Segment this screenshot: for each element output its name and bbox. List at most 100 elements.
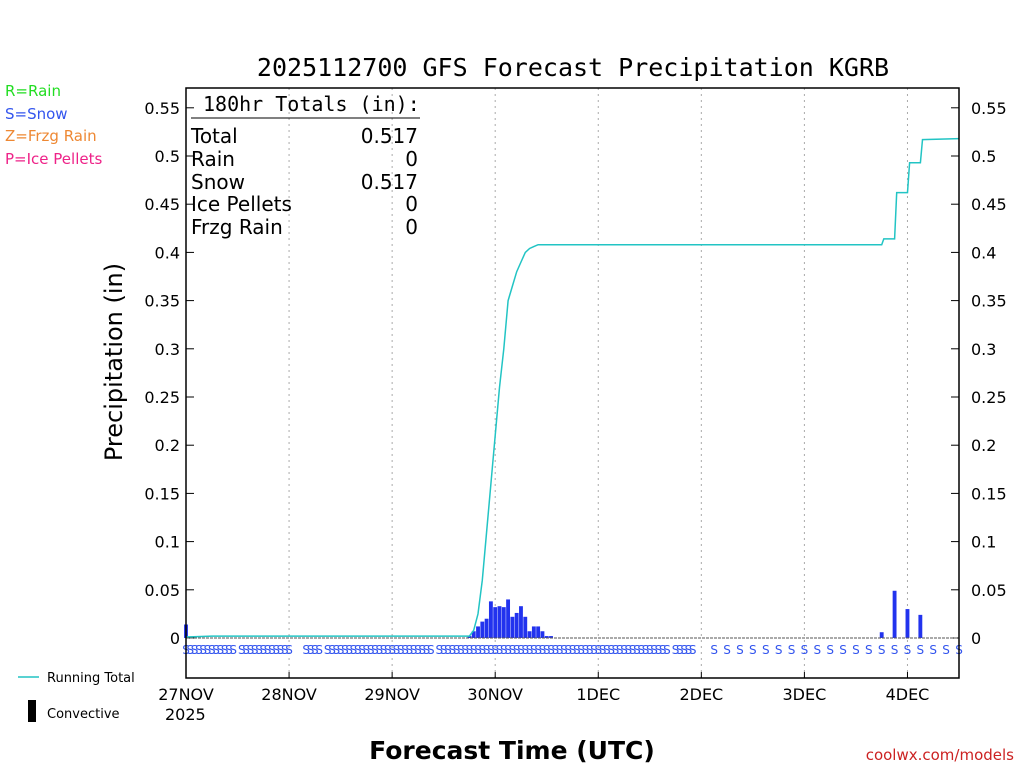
ptype-symbol-snow: S <box>539 643 547 657</box>
ptype-symbol-snow: S <box>277 643 285 657</box>
ptype-symbol-snow: S <box>397 643 405 657</box>
ptype-symbol-snow: S <box>594 643 602 657</box>
ptype-symbol-snow: S <box>204 643 212 657</box>
ptype-symbol-snow: S <box>199 643 207 657</box>
ptype-symbol-snow: S <box>775 643 783 657</box>
ptype-symbol-snow: S <box>212 643 220 657</box>
ptype-symbol-snow: S <box>543 643 551 657</box>
y-tick-label-left: 0.05 <box>144 581 180 600</box>
ptype-symbol-snow: S <box>195 643 203 657</box>
ptype-symbol-snow: S <box>229 643 237 657</box>
ptype-symbol-snow: S <box>461 643 469 657</box>
ptype-symbol-snow: S <box>839 643 847 657</box>
precip-bar <box>905 609 910 638</box>
ptype-symbol-snow: S <box>680 643 688 657</box>
ptype-symbol-snow: S <box>466 643 474 657</box>
ptype-symbol-snow: S <box>852 643 860 657</box>
y-axis-ticks: 0 00.05 0.050.1 0.10.15 0.150.2 0.20.25 0.250.… <box>144 99 1006 648</box>
ptype-symbol-snow: S <box>672 643 680 657</box>
y-tick-label-left: 0.35 <box>144 292 180 311</box>
ptype-symbol-snow: S <box>590 643 598 657</box>
y-tick-label-right: 0 <box>971 629 981 648</box>
ptype-symbol-snow: S <box>513 643 521 657</box>
totals-label-frzg-rain: Frzg Rain <box>191 215 283 239</box>
ptype-symbol-snow: S <box>371 643 379 657</box>
y-tick-label-right: 0.4 <box>971 243 996 262</box>
ptype-symbol-snow: S <box>749 643 757 657</box>
running-total-line <box>185 137 960 638</box>
ptype-symbol-snow: S <box>440 643 448 657</box>
ptype-symbol-snow: S <box>341 643 349 657</box>
ptype-symbol-snow: S <box>375 643 383 657</box>
ptype-symbol-snow: S <box>603 643 611 657</box>
ptype-symbol-snow: S <box>556 643 564 657</box>
ptype-symbol-snow: S <box>238 643 246 657</box>
ptype-symbol-snow: S <box>650 643 658 657</box>
precip-bar <box>523 616 528 638</box>
ptype-symbol-snow: S <box>633 643 641 657</box>
ptype-symbol-snow: S <box>878 643 886 657</box>
ptype-symbol-snow: S <box>191 643 199 657</box>
ptype-symbol-snow: S <box>646 643 654 657</box>
precip-bar <box>918 614 923 638</box>
ptype-symbol-snow: S <box>723 643 731 657</box>
y-tick-label-left: 0.3 <box>155 340 180 359</box>
ptype-symbol-snow: S <box>444 643 452 657</box>
ptype-symbol-snow: S <box>573 643 581 657</box>
ptype-symbol-snow: S <box>564 643 572 657</box>
ptype-symbol-snow: S <box>324 643 332 657</box>
ptype-symbol-snow: S <box>491 643 499 657</box>
ptype-symbol-snow: S <box>337 643 345 657</box>
running-total-legend-label: Running Total <box>47 671 135 686</box>
ptype-symbol-snow: S <box>599 643 607 657</box>
ptype-symbol-snow: S <box>272 643 280 657</box>
ptype-symbol-snow: S <box>620 643 628 657</box>
ptype-symbol-snow: S <box>410 643 418 657</box>
site-credit: coolwx.com/models <box>866 746 1014 764</box>
ptype-symbol-snow: S <box>405 643 413 657</box>
ptype-symbol-snow: S <box>547 643 555 657</box>
ptype-symbol-snow: S <box>427 643 435 657</box>
ptype-symbol-snow: S <box>826 643 834 657</box>
ptype-symbol-snow: S <box>616 643 624 657</box>
legend-ice-pellets: P=Ice Pellets <box>5 150 102 168</box>
ptype-symbol-snow: S <box>307 643 315 657</box>
chart-title: 2025112700 GFS Forecast Precipitation KG… <box>257 53 889 82</box>
totals-value-total: 0.517 <box>361 124 418 148</box>
precip-bar <box>879 632 884 638</box>
convective-legend-swatch <box>28 700 36 722</box>
totals-value-frzg-rain: 0 <box>405 215 418 239</box>
precip-bar <box>488 601 493 638</box>
precip-bar <box>480 621 485 638</box>
ptype-symbol-snow: S <box>302 643 310 657</box>
precip-bar <box>484 618 489 638</box>
ptype-symbol-snow: S <box>367 643 375 657</box>
y-tick-label-right: 0.3 <box>971 340 996 359</box>
y-tick-label-right: 0.5 <box>971 147 996 166</box>
ptype-symbol-snow: S <box>328 643 336 657</box>
legend-frzg-rain: Z=Frzg Rain <box>5 127 97 145</box>
ptype-symbol-snow: S <box>268 643 276 657</box>
x-tick-label: 29NOV <box>364 685 420 704</box>
ptype-symbol-snow: S <box>380 643 388 657</box>
ptype-symbol-snow: S <box>659 643 667 657</box>
ptype-symbol-snow: S <box>388 643 396 657</box>
ptype-symbol-snow: S <box>801 643 809 657</box>
x-tick-label: 2DEC <box>679 685 723 704</box>
running-total-series <box>185 137 960 639</box>
ptype-symbol-snow: S <box>285 643 293 657</box>
y-tick-label-right: 0.35 <box>971 292 1007 311</box>
precip-bar <box>506 599 511 638</box>
ptype-symbol-snow: S <box>414 643 422 657</box>
precip-bar <box>531 626 536 638</box>
ptype-symbol-snow: S <box>423 643 431 657</box>
y-tick-label-left: 0.45 <box>144 195 180 214</box>
ptype-symbol-snow: S <box>788 643 796 657</box>
precip-bar <box>510 616 515 638</box>
precip-bar <box>471 631 476 638</box>
ptype-symbol-snow: S <box>332 643 340 657</box>
ptype-symbol-snow: S <box>186 643 194 657</box>
totals-value-rain: 0 <box>405 147 418 171</box>
ptype-symbol-snow: S <box>526 643 534 657</box>
precip-bar <box>493 607 498 638</box>
